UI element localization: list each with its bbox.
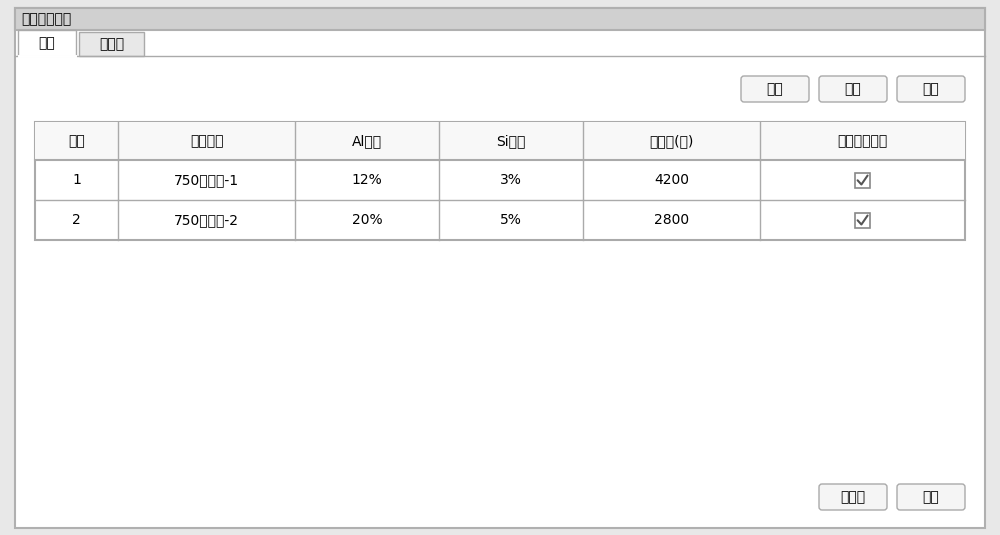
Bar <box>15 8 985 30</box>
Text: 2800: 2800 <box>654 213 689 227</box>
Text: 4200: 4200 <box>654 173 689 187</box>
Text: 配矿计划编制: 配矿计划编制 <box>21 12 71 26</box>
FancyBboxPatch shape <box>819 76 887 102</box>
Bar <box>35 122 965 240</box>
Text: 20%: 20% <box>352 213 382 227</box>
Text: 取消: 取消 <box>923 490 939 504</box>
Text: 新增: 新增 <box>845 82 861 96</box>
Text: Al品位: Al品位 <box>352 134 382 148</box>
FancyBboxPatch shape <box>897 76 965 102</box>
Bar <box>855 172 870 187</box>
Bar <box>79 32 144 56</box>
Text: 5%: 5% <box>500 213 522 227</box>
Text: 卸载点: 卸载点 <box>99 37 124 51</box>
Text: 2: 2 <box>72 213 81 227</box>
Bar <box>18 30 76 56</box>
Text: 下一步: 下一步 <box>840 490 866 504</box>
Text: 1: 1 <box>72 173 81 187</box>
FancyBboxPatch shape <box>897 484 965 510</box>
Bar <box>855 212 870 227</box>
Bar <box>35 122 965 160</box>
Text: 是否参与配矿: 是否参与配矿 <box>837 134 888 148</box>
Text: 爆堆: 爆堆 <box>39 36 55 50</box>
Text: 750平台南-2: 750平台南-2 <box>174 213 239 227</box>
FancyBboxPatch shape <box>819 484 887 510</box>
Text: 3%: 3% <box>500 173 522 187</box>
Text: 12%: 12% <box>352 173 383 187</box>
Text: Si品位: Si品位 <box>496 134 526 148</box>
Text: 删除: 删除 <box>923 82 939 96</box>
Text: 修改: 修改 <box>767 82 783 96</box>
FancyBboxPatch shape <box>741 76 809 102</box>
Text: 爆堆名称: 爆堆名称 <box>190 134 223 148</box>
Text: 750平台西-1: 750平台西-1 <box>174 173 239 187</box>
Text: 矿石量(吨): 矿石量(吨) <box>649 134 694 148</box>
Text: 序号: 序号 <box>68 134 85 148</box>
